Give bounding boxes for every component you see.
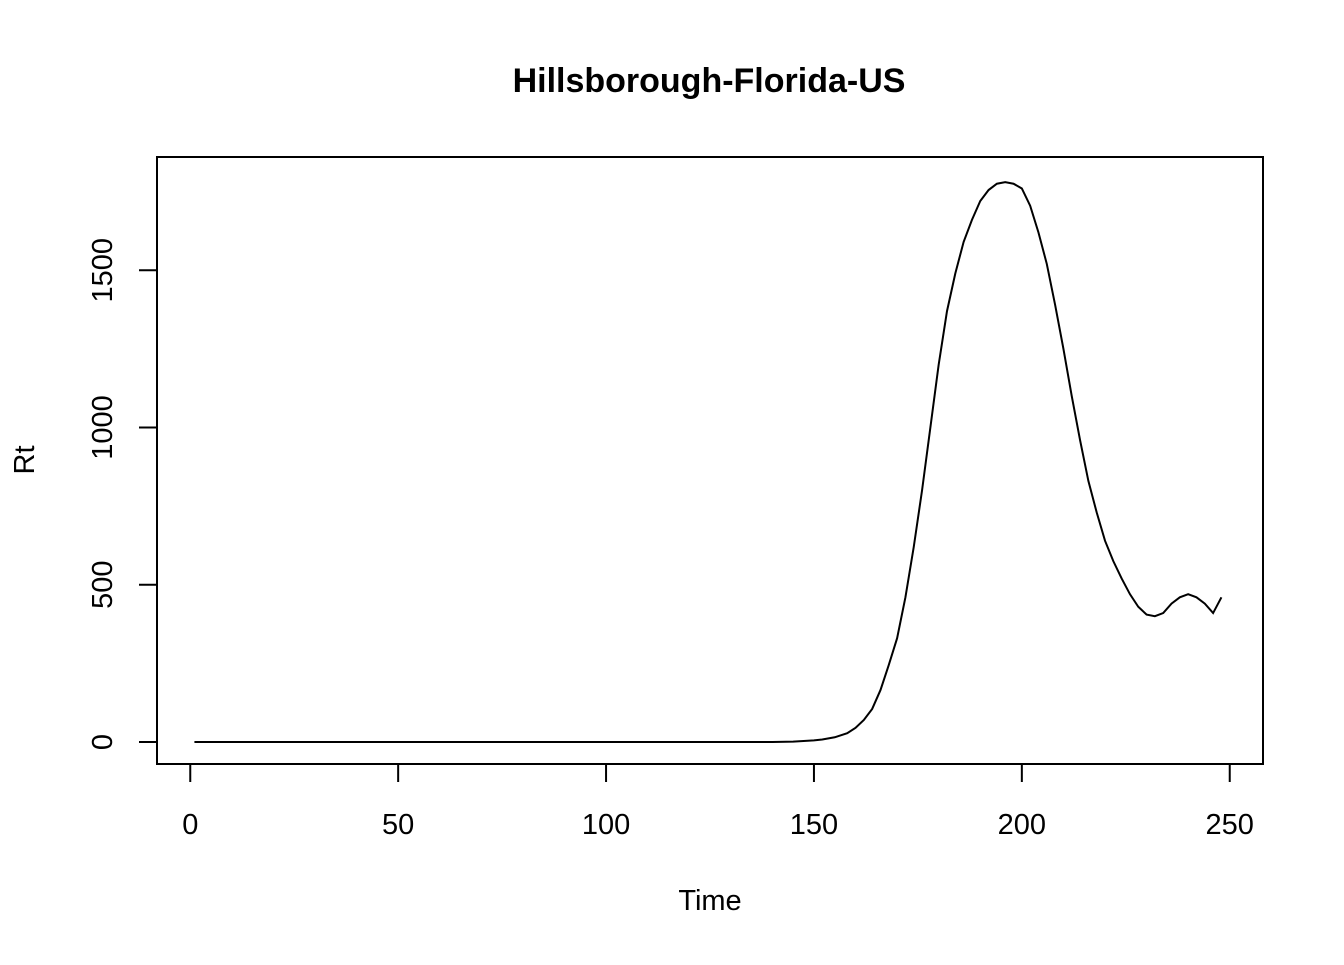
plot-box [156, 156, 1264, 765]
x-tick-label: 50 [382, 809, 414, 841]
series-line [194, 181, 1223, 743]
y-tick-label: 1000 [87, 395, 119, 460]
x-tick-label: 200 [998, 809, 1046, 841]
x-tick-label: 250 [1206, 809, 1254, 841]
x-axis: 0 50 100 150 200 250 [182, 763, 1254, 841]
x-tick-label: 150 [790, 809, 838, 841]
y-axis-label: Rt [9, 446, 41, 475]
x-axis-label: Time [678, 885, 741, 917]
y-axis: 0 500 1000 1500 [87, 238, 158, 750]
y-tick-label: 500 [87, 561, 119, 609]
chart-title: Hillsborough-Florida-US [513, 62, 906, 100]
y-tick-label: 0 [87, 734, 119, 750]
x-tick-label: 0 [182, 809, 198, 841]
x-tick-label: 100 [582, 809, 630, 841]
y-tick-label: 1500 [87, 238, 119, 303]
